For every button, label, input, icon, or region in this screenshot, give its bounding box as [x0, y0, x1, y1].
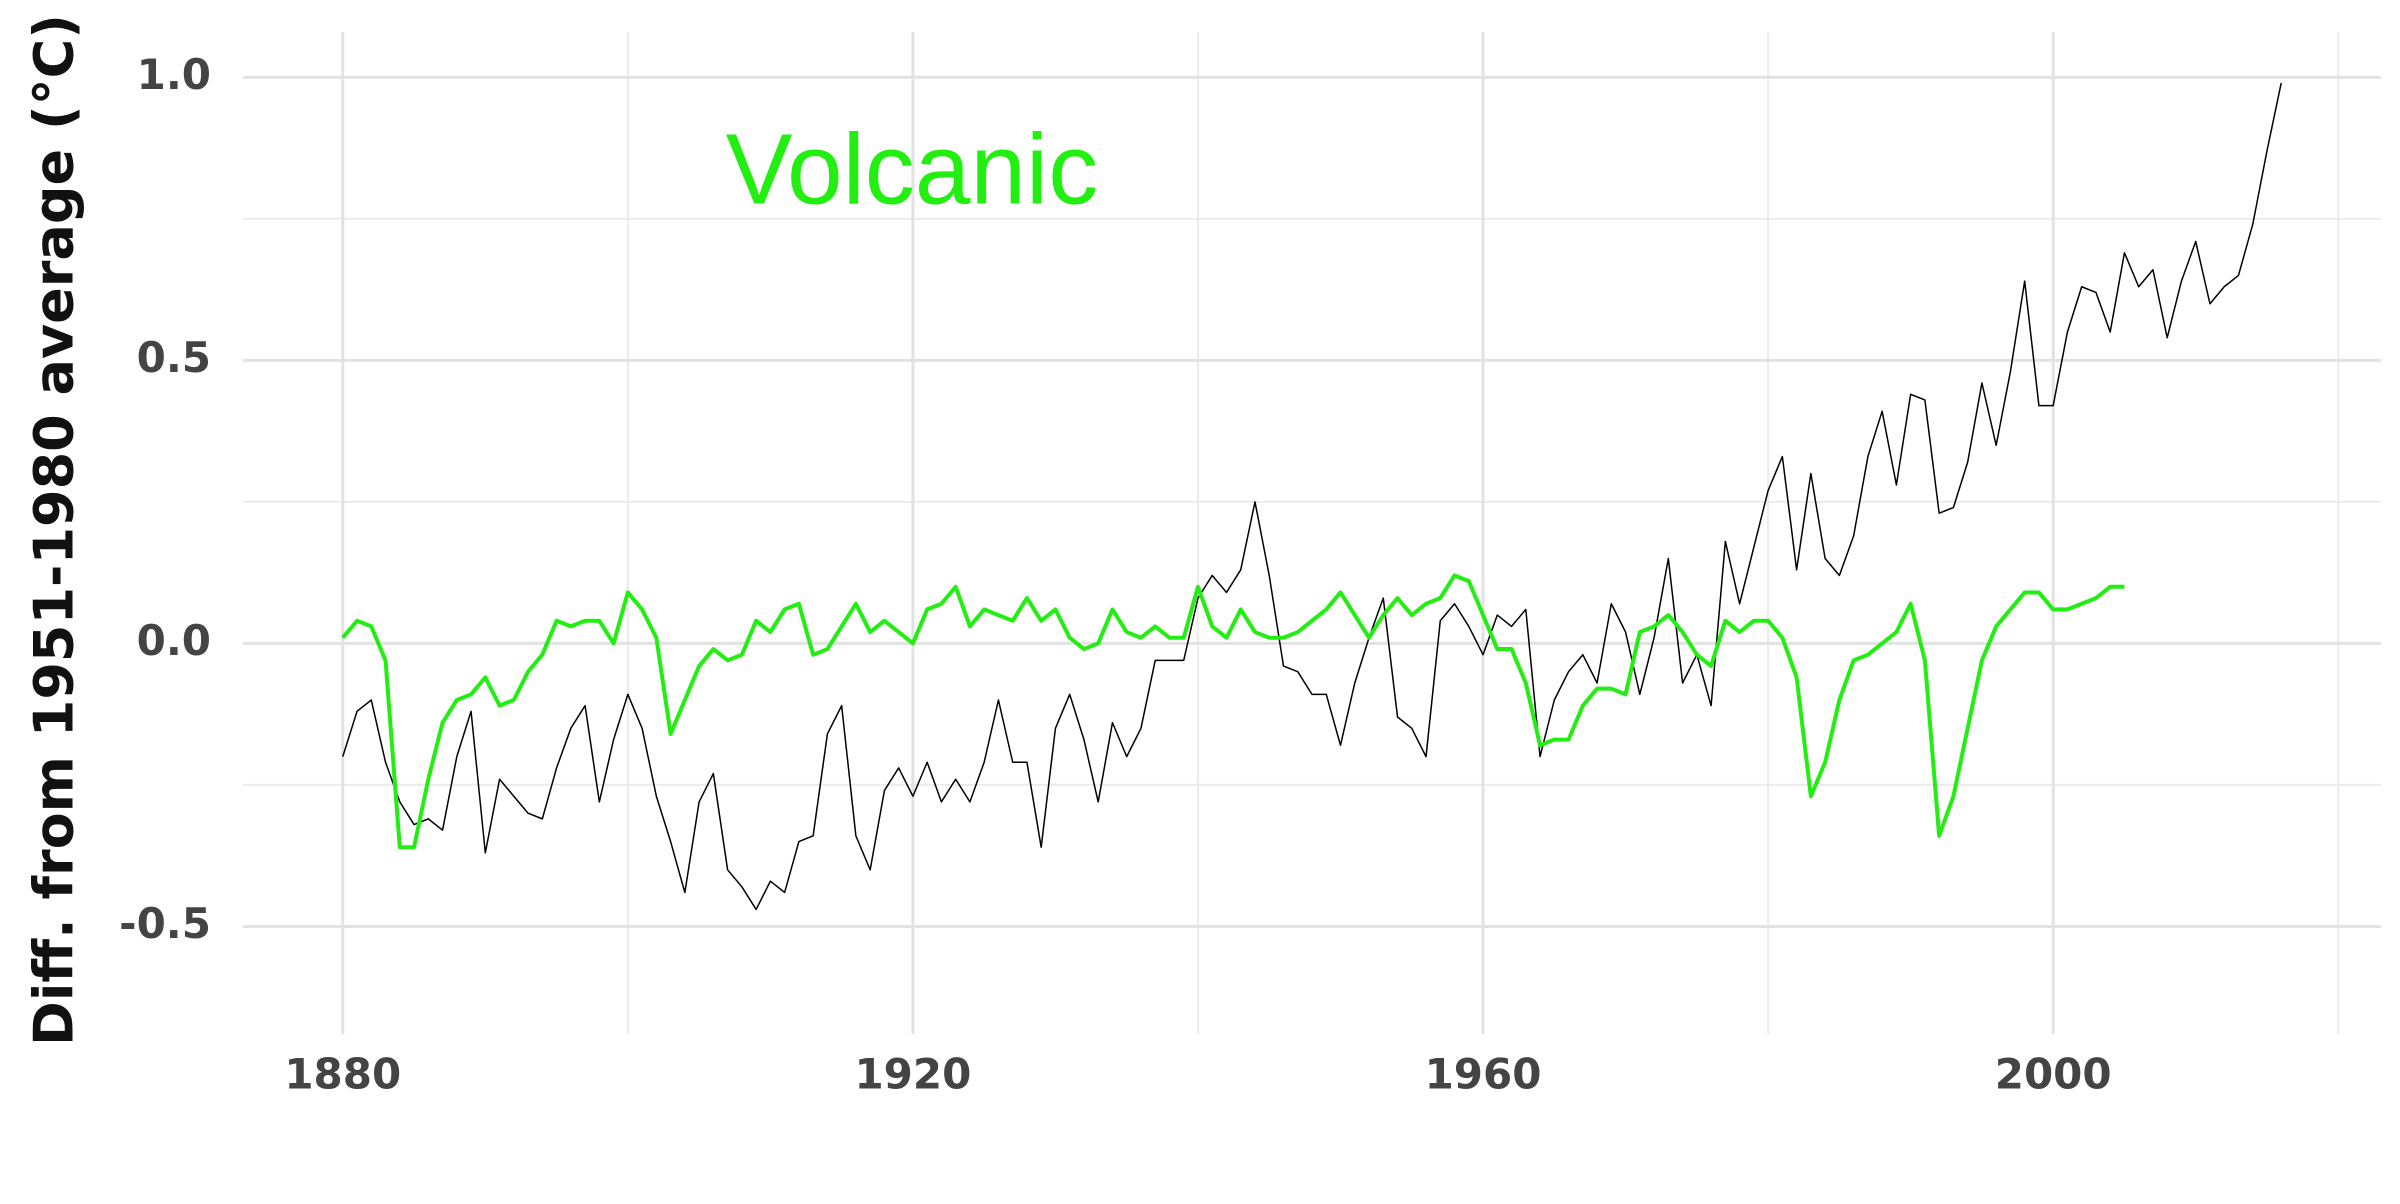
y-tick-label: 1.0 [137, 50, 211, 99]
data-line [342, 82, 2282, 911]
x-tick-label: 1960 [1425, 1050, 1542, 1099]
y-tick-label: -0.5 [119, 899, 211, 948]
x-tick-label: 2000 [1995, 1050, 2112, 1099]
data-line [341, 573, 2125, 850]
x-tick-label: 1920 [854, 1050, 971, 1099]
y-axis-label: Diff. from 1951-1980 average (°C) [23, 14, 86, 1046]
x-tick-label: 1880 [284, 1050, 401, 1099]
annotation: Volcanic [726, 113, 1098, 225]
y-tick-label: 0.0 [137, 616, 211, 665]
y-tick-label: 0.5 [137, 333, 211, 382]
